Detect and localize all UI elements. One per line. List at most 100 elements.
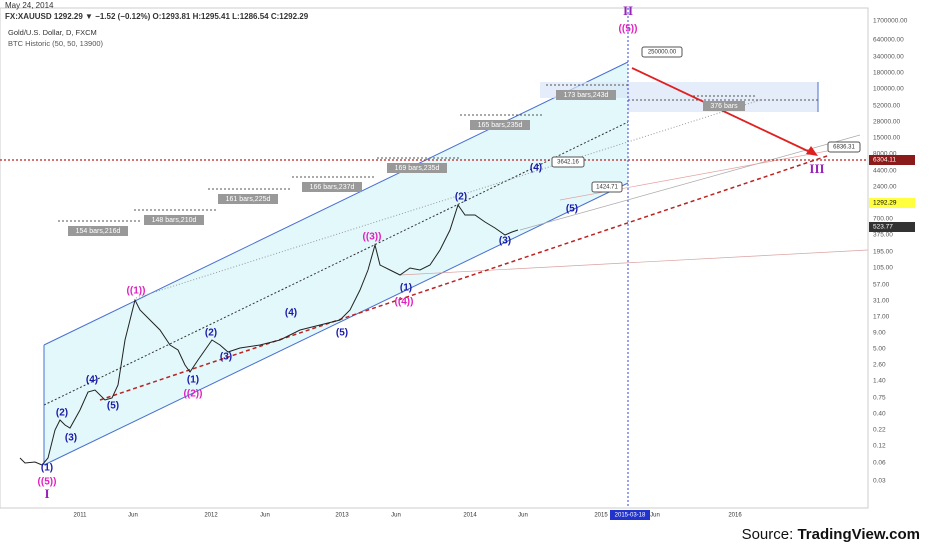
wave-label: (5) (566, 204, 578, 215)
price-label: 5.00 (873, 346, 886, 353)
bar-count: 376 bars (710, 103, 738, 110)
price-label: 180000.00 (873, 70, 904, 77)
callout-box (591, 181, 623, 193)
price-label: 375.00 (873, 232, 893, 239)
bar-count-box (144, 215, 204, 225)
price-label: 0.06 (873, 460, 886, 467)
time-label: Jun (128, 513, 138, 519)
bar-count-box (302, 182, 362, 192)
trend-line (519, 134, 861, 231)
channel-top (43, 61, 629, 346)
price-label: 195.00 (873, 249, 893, 256)
wave-label: ((1)) (127, 286, 146, 297)
price-label: 2.60 (873, 362, 886, 369)
price-label: 0.75 (873, 395, 886, 402)
arrow-head (806, 146, 818, 156)
time-label: 2013 (335, 513, 349, 519)
price-label: 15000.00 (873, 135, 900, 142)
wave-label: III (809, 161, 824, 176)
time-label: 2011 (74, 513, 88, 519)
time-label: Jun (391, 513, 401, 519)
date: May 24, 2014 (5, 1, 54, 10)
trend-line (135, 99, 761, 299)
wave-label: (5) (336, 328, 348, 339)
wave-label: ((5)) (38, 477, 57, 488)
price-label: 6304.11 (873, 157, 896, 164)
support-line (99, 154, 831, 401)
bar-count: 161 bars,225d (226, 196, 271, 203)
callout-box (551, 156, 585, 168)
wave-label: (3) (65, 433, 77, 444)
price-label: 1292.29 (873, 200, 897, 207)
wave-label: ((3)) (363, 232, 382, 243)
bar-count-box (703, 101, 745, 111)
source-site: TradingView.com (797, 526, 920, 543)
price-label: 0.03 (873, 478, 886, 485)
bar-count: 173 bars,243d (564, 92, 609, 99)
bar-count: 148 bars,210d (152, 217, 197, 224)
wave-label: ((2)) (184, 389, 203, 400)
time-label: Jun (260, 513, 270, 519)
price-label: 4400.00 (873, 168, 897, 175)
price-label: 523.77 (873, 224, 893, 231)
wave-label: (3) (220, 352, 232, 363)
bar-count: 169 bars,235d (395, 165, 440, 172)
time-label: 2014 (463, 513, 477, 519)
wave-label: (5) (107, 401, 119, 412)
bar-count-box (470, 120, 530, 130)
wave-label: (3) (499, 236, 511, 247)
time-label: 2015 (594, 513, 608, 519)
price-label: 57.00 (873, 282, 890, 289)
time-label: Jun (518, 513, 528, 519)
price-label: 640000.00 (873, 37, 904, 44)
price-label: 28000.00 (873, 119, 900, 126)
callout: 250000.00 (648, 50, 677, 56)
bar-count: 154 bars,216d (76, 228, 121, 235)
price-label: 1.40 (873, 378, 886, 385)
price-highlight (869, 222, 915, 232)
wave-label: (4) (86, 375, 98, 386)
wave-label: ((5)) (619, 24, 638, 35)
bar-count: 166 bars,237d (310, 184, 355, 191)
price-label: 700.00 (873, 216, 893, 223)
price-label: 0.22 (873, 427, 886, 434)
source-prefix: Source: (742, 526, 798, 543)
wave-label: ((4)) (395, 297, 414, 308)
wave-label: (1) (41, 463, 53, 474)
wave-label: (2) (205, 328, 217, 339)
price-label: 52000.00 (873, 103, 900, 110)
instrument: Gold/U.S. Dollar, D, FXCM (8, 28, 97, 37)
wave-label: (4) (530, 163, 542, 174)
time-highlight (610, 510, 650, 520)
callout: 1424.71 (596, 185, 618, 191)
price-label: 31.00 (873, 298, 890, 305)
price-label: 340000.00 (873, 54, 904, 61)
channel-mid (43, 121, 629, 406)
price-highlight (869, 198, 915, 208)
bar-count-box (556, 90, 616, 100)
bar-count-box (387, 163, 447, 173)
callout: 3642.16 (557, 160, 579, 166)
symbol-line: FX:XAUUSD 1292.29 ▼ −1.52 (−0.12%) O:129… (5, 12, 309, 21)
wave-label: (2) (455, 192, 467, 203)
price-label: 17.00 (873, 314, 890, 321)
callout-box (641, 46, 683, 58)
bar-count-box (218, 194, 278, 204)
time-label: 2015-03-18 (615, 513, 646, 519)
time-label: 2012 (204, 513, 218, 519)
price-highlight (869, 155, 915, 165)
bar-count-box (68, 226, 128, 236)
source: Source: TradingView.com (742, 526, 920, 543)
price-label: 105.00 (873, 265, 893, 272)
price-line (19, 203, 519, 466)
price-label: 1700000.00 (873, 18, 908, 25)
bar-count: 165 bars,235d (478, 122, 523, 129)
time-label: Jun (650, 513, 660, 519)
price-label: 0.12 (873, 443, 886, 450)
wave-label: (2) (56, 408, 68, 419)
price-label: 8000.00 (873, 151, 897, 158)
price-label: 9.00 (873, 330, 886, 337)
wave-label: I (44, 486, 49, 501)
trend-line (399, 249, 869, 276)
